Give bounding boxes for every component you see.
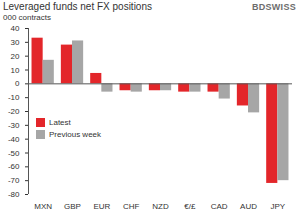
svg-text:MXN: MXN	[34, 202, 52, 211]
html-text:Latest: Latest	[49, 118, 71, 127]
html-text:000 contracts: 000 contracts	[3, 13, 51, 22]
svg-text:-10: -10	[8, 93, 20, 102]
svg-text:-70: -70	[8, 176, 20, 185]
svg-text:EUR: EUR	[93, 202, 110, 211]
svg-text:-80: -80	[8, 190, 20, 199]
svg-text:30: 30	[11, 38, 20, 47]
svg-text:-40: -40	[8, 135, 20, 144]
svg-text:-50: -50	[8, 149, 20, 158]
svg-text:JPY: JPY	[270, 202, 285, 211]
svg-text:10: 10	[11, 66, 20, 75]
svg-text:0: 0	[15, 79, 20, 88]
svg-text:-20: -20	[8, 107, 20, 116]
svg-text:20: 20	[11, 52, 20, 61]
svg-text:€/£: €/£	[184, 202, 196, 211]
svg-text:40: 40	[11, 24, 20, 33]
svg-text:AUD: AUD	[240, 202, 257, 211]
html-text:Leveraged funds net FX positio: Leveraged funds net FX positions	[3, 1, 152, 12]
html-text:BDSWISS: BDSWISS	[251, 2, 296, 12]
svg-text:NZD: NZD	[152, 202, 169, 211]
svg-text:-30: -30	[8, 121, 20, 130]
svg-text:CAD: CAD	[211, 202, 228, 211]
svg-text:-60: -60	[8, 162, 20, 171]
svg-text:CHF: CHF	[123, 202, 140, 211]
svg-text:GBP: GBP	[64, 202, 81, 211]
html-text:Previous week: Previous week	[49, 130, 101, 139]
